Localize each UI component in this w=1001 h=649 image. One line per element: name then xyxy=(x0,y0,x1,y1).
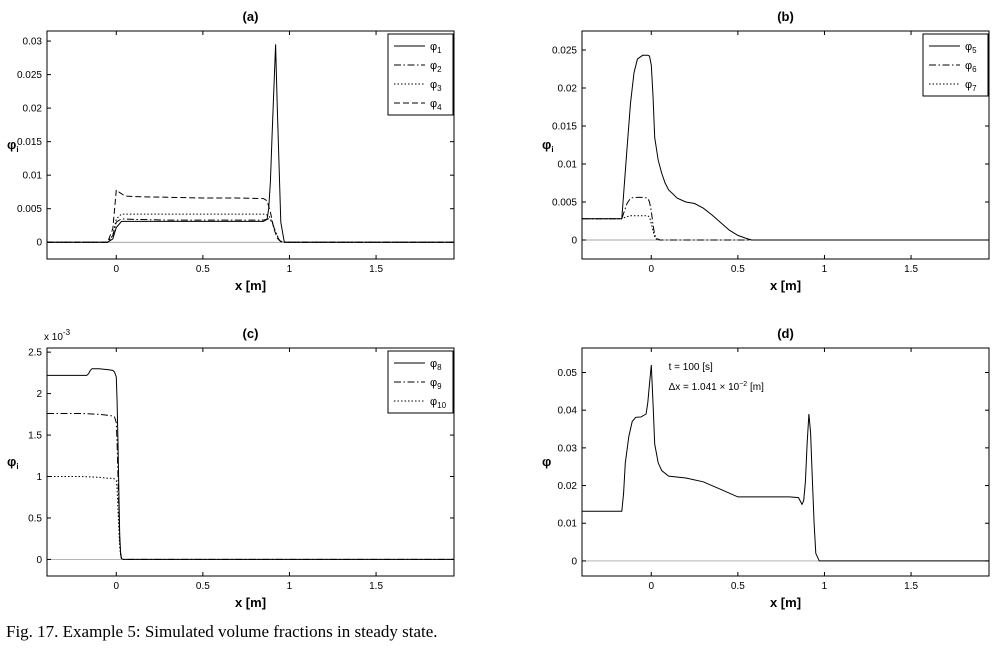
y-tick-label: 0.01 xyxy=(23,171,43,182)
series-line-2 xyxy=(47,413,454,560)
legend-label: φ10 xyxy=(430,396,447,410)
y-tick-label: 2 xyxy=(36,389,42,400)
x-tick-label: 1 xyxy=(822,581,828,592)
y-tick-label: 0.03 xyxy=(558,443,578,454)
legend-label: φ9 xyxy=(430,377,442,391)
y-tick-label: 0 xyxy=(36,238,42,249)
series-line-1 xyxy=(47,44,454,243)
legend-box xyxy=(387,33,454,116)
plot-frame xyxy=(581,30,990,260)
x-tick-label: 0 xyxy=(113,581,119,592)
chart-panel-b: 0 0.5 1 1.5 0 0.005 0.01 0.015 0.02 0.025 (b) x [m]… xyxy=(542,9,990,293)
y-tick-label: 0.03 xyxy=(23,37,43,48)
x-tick-label: 1 xyxy=(287,264,293,275)
x-tick-label: 1.5 xyxy=(369,264,383,275)
x-axis-label: x [m] xyxy=(235,595,266,610)
x-tick-label: 0 xyxy=(648,264,654,275)
y-tick-label: 0.005 xyxy=(17,204,42,215)
y-tick-label: 0.05 xyxy=(558,368,578,379)
y-tick-label: 0.02 xyxy=(558,84,578,95)
y-tick-label: 0.01 xyxy=(558,160,578,171)
series-line-2 xyxy=(47,218,454,243)
chart-title: (b) xyxy=(777,9,794,24)
legend-label: φ8 xyxy=(430,358,442,372)
y-tick-label: 1 xyxy=(36,472,42,483)
x-tick-label: 0 xyxy=(113,264,119,275)
y-tick-label: 0.04 xyxy=(558,406,578,417)
y-tick-label: 0 xyxy=(571,236,577,247)
legend: φ8 φ9 φ10 xyxy=(387,350,454,414)
legend-label: φ2 xyxy=(430,60,442,74)
y-tick-label: 0 xyxy=(36,555,42,566)
x-tick-label: 0.5 xyxy=(731,264,745,275)
y-axis-label: φi xyxy=(542,137,554,154)
y-tick-label: 0 xyxy=(571,556,577,567)
y-tick-label: 0.015 xyxy=(17,137,42,148)
plot-frame xyxy=(581,347,990,577)
y-tick-label: 0.02 xyxy=(558,481,578,492)
y-tick-label: 0.5 xyxy=(28,513,42,524)
x-tick-label: 0.5 xyxy=(731,581,745,592)
x-tick-label: 1.5 xyxy=(904,581,918,592)
series-line-4 xyxy=(47,188,454,243)
legend: φ5 φ6 φ7 xyxy=(922,33,989,97)
chart-title: (a) xyxy=(243,9,259,24)
legend-label: φ6 xyxy=(965,60,977,74)
y-axis-label: φ xyxy=(542,454,551,469)
series-line-3 xyxy=(47,476,124,560)
y-tick-label: 0.01 xyxy=(558,519,578,530)
x-tick-label: 0.5 xyxy=(196,581,210,592)
annotation-text: Δx = 1.041 × 10−2 [m] xyxy=(669,381,764,393)
legend-label: φ4 xyxy=(430,98,442,112)
legend: φ1 φ2 φ3 φ4 xyxy=(387,33,454,116)
chart-title: (d) xyxy=(777,326,794,341)
series-line-3 xyxy=(47,213,454,243)
y-tick-label: 0.025 xyxy=(552,46,577,57)
series-line-2 xyxy=(582,196,989,241)
x-tick-label: 1 xyxy=(287,581,293,592)
series-line-3 xyxy=(582,215,661,241)
legend-label: φ7 xyxy=(965,79,977,93)
figure-caption: Fig. 17. Example 5: Simulated volume fra… xyxy=(6,622,438,641)
plot-frame xyxy=(46,347,455,577)
series-line-1 xyxy=(582,364,989,562)
x-axis-label: x [m] xyxy=(770,278,801,293)
x-tick-label: 0 xyxy=(648,581,654,592)
y-axis-label: φi xyxy=(7,137,19,154)
legend-label: φ3 xyxy=(430,79,442,93)
y-tick-label: 0.025 xyxy=(17,70,42,81)
y-tick-label: 1.5 xyxy=(28,431,42,442)
x-tick-label: 1 xyxy=(822,264,828,275)
y-tick-label: 0.005 xyxy=(552,198,577,209)
y-tick-label: 2.5 xyxy=(28,348,42,359)
y-axis-label: φi xyxy=(7,454,19,471)
y-tick-label: 0.015 xyxy=(552,122,577,133)
plot-frame xyxy=(46,30,455,260)
chart-panel-c: 0 0.5 1 1.5 0 0.5 1 1.5 2 2.5x 10-3 (c) x [m] φi φ8 φ9… xyxy=(7,326,455,610)
figure-canvas: 0 0.5 1 1.5 0 0.005 0.01 0.015 0.02 0.025 0.03 (a) x… xyxy=(7,9,990,610)
x-tick-label: 1.5 xyxy=(369,581,383,592)
chart-panel-a: 0 0.5 1 1.5 0 0.005 0.01 0.015 0.02 0.025 0.03 (a) x… xyxy=(7,9,455,293)
legend-label: φ1 xyxy=(430,41,442,55)
x-axis-label: x [m] xyxy=(235,278,266,293)
x-tick-label: 1.5 xyxy=(904,264,918,275)
series-line-1 xyxy=(582,54,989,241)
chart-panel-d: 0 0.5 1 1.5 0 0.01 0.02 0.03 0.04 0.05 (d) x [m] φ t … xyxy=(542,326,990,610)
x-tick-label: 0.5 xyxy=(196,264,210,275)
x-axis-label: x [m] xyxy=(770,595,801,610)
legend-label: φ5 xyxy=(965,41,977,55)
y-tick-label: 0.02 xyxy=(23,104,43,115)
chart-title: (c) xyxy=(243,326,259,341)
annotation-text: t = 100 [s] xyxy=(669,362,713,373)
y-exponent-label: x 10-3 xyxy=(44,328,71,343)
